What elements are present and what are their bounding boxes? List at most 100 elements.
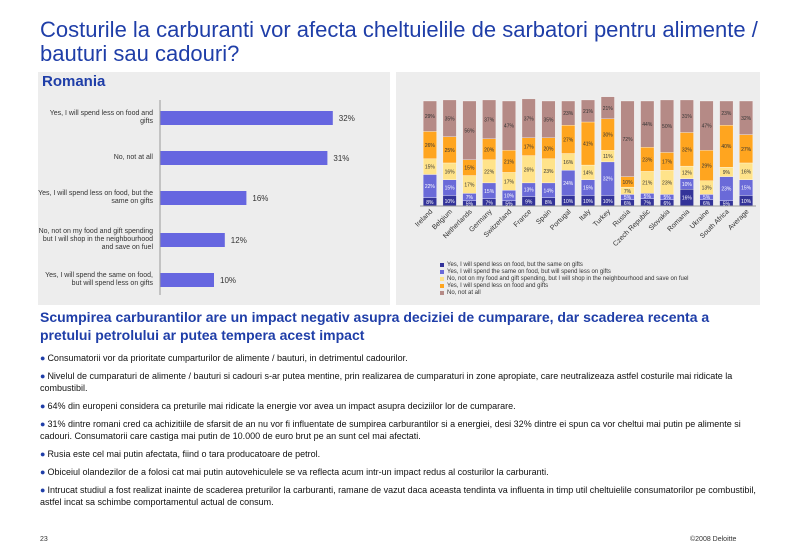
value-label: 35% xyxy=(445,116,456,122)
bar-segment xyxy=(442,99,457,137)
bar-segment xyxy=(699,100,714,151)
x-tick-label: Czech Republic xyxy=(612,208,652,248)
bullet: Obiceiul olandezilor de a folosi cat mai… xyxy=(40,466,760,478)
bar-segment xyxy=(462,100,477,160)
value-label: 11% xyxy=(603,154,613,160)
bar xyxy=(160,111,333,125)
value-label: 10% xyxy=(583,199,594,205)
value-label: 29% xyxy=(702,164,713,170)
value-label: 6% xyxy=(663,201,671,207)
bullet: Consumatorii vor da prioritate cumpartur… xyxy=(40,352,760,364)
value-label: 5% xyxy=(624,195,632,201)
value-label: 12% xyxy=(682,170,693,176)
bar-segment xyxy=(521,98,536,138)
bar-segment xyxy=(660,99,674,153)
chart-title: Romania xyxy=(42,73,106,90)
legend-swatch xyxy=(440,270,444,274)
value-label: 16% xyxy=(563,160,574,166)
x-tick-label: Romania xyxy=(666,208,691,233)
value-label: 37% xyxy=(524,116,535,122)
value-label: 32% xyxy=(741,116,752,122)
value-label: 5% xyxy=(723,201,731,207)
value-label: 23% xyxy=(642,157,653,163)
value-label: 15% xyxy=(425,165,436,171)
bar-segment xyxy=(482,99,497,139)
value-label: 9% xyxy=(525,199,533,205)
value-label: 5% xyxy=(663,195,671,201)
bar-segment xyxy=(640,100,655,148)
value-label: 22% xyxy=(425,184,436,190)
value-label: 21% xyxy=(642,180,653,186)
value-label: 50% xyxy=(662,124,673,130)
value-label: 47% xyxy=(702,124,713,130)
value-label: 7% xyxy=(486,200,494,206)
bullet: 64% din europeni considera ca preturile … xyxy=(40,400,760,412)
value-label: 32% xyxy=(682,147,693,153)
value-label: 17% xyxy=(662,159,673,165)
value-label: 21% xyxy=(504,159,515,165)
value-label: 16% xyxy=(741,169,752,175)
value-label: 23% xyxy=(721,187,732,193)
value-label: 22% xyxy=(484,169,495,175)
value-label: 16% xyxy=(682,196,693,202)
value-label: 6% xyxy=(703,201,711,207)
bullet: Rusia este cel mai putin afectata, fiind… xyxy=(40,448,760,460)
bar-segment xyxy=(739,100,753,135)
value-label: 23% xyxy=(721,111,732,117)
legend-swatch xyxy=(440,284,444,288)
value-label: 14% xyxy=(543,188,554,194)
value-label: 17% xyxy=(524,145,535,151)
value-label: 5% xyxy=(505,201,513,207)
value-label: 9% xyxy=(723,170,731,176)
category-label: No, not at all xyxy=(113,154,153,161)
value-label: 72% xyxy=(623,137,634,143)
value-label: 35% xyxy=(543,117,554,123)
value-label: 25% xyxy=(445,148,456,154)
value-label: 15% xyxy=(741,186,752,192)
bar-segment xyxy=(561,100,576,126)
bar xyxy=(160,151,328,165)
legend-swatch xyxy=(440,291,444,295)
value-label: 24% xyxy=(563,181,574,187)
legend-label: Yes, I will spend the same on food, but … xyxy=(447,269,611,275)
value-label: 10% xyxy=(220,276,236,285)
value-label: 6% xyxy=(624,201,632,207)
bar xyxy=(160,191,247,205)
value-label: 15% xyxy=(464,166,475,172)
value-label: 12% xyxy=(231,236,247,245)
left-panel xyxy=(38,72,390,305)
value-label: 26% xyxy=(425,143,436,149)
value-label: 41% xyxy=(583,142,594,148)
value-label: 32% xyxy=(339,114,355,123)
value-label: 31% xyxy=(682,114,693,120)
value-label: 7% xyxy=(644,200,652,206)
x-tick-label: Italy xyxy=(578,208,592,222)
value-label: 26% xyxy=(524,167,535,173)
value-label: 7% xyxy=(624,189,632,195)
value-label: 13% xyxy=(702,186,713,192)
legend-label: Yes, I will spend less on food and gifts xyxy=(447,283,549,289)
bar-segment xyxy=(502,100,516,151)
bar xyxy=(160,273,214,287)
value-label: 20% xyxy=(484,147,495,153)
right-panel xyxy=(396,72,760,305)
x-tick-label: France xyxy=(513,208,533,228)
legend-label: No, not on my food and gift spending, bu… xyxy=(447,276,689,282)
bar-segment xyxy=(541,100,556,138)
value-label: 32% xyxy=(603,177,614,183)
value-label: 5% xyxy=(703,195,711,201)
value-label: 21% xyxy=(603,106,614,112)
bar-segment xyxy=(620,100,635,177)
bullet: Intrucat studiul a fost realizat inainte… xyxy=(40,484,760,508)
value-label: 16% xyxy=(445,169,456,175)
legend-swatch xyxy=(440,263,444,267)
value-label: 17% xyxy=(504,179,515,185)
value-label: 47% xyxy=(504,124,515,130)
value-label: 15% xyxy=(583,186,594,192)
bar xyxy=(160,233,225,247)
value-label: 7% xyxy=(466,195,474,201)
value-label: 20% xyxy=(543,146,554,152)
legend-swatch xyxy=(440,277,444,281)
